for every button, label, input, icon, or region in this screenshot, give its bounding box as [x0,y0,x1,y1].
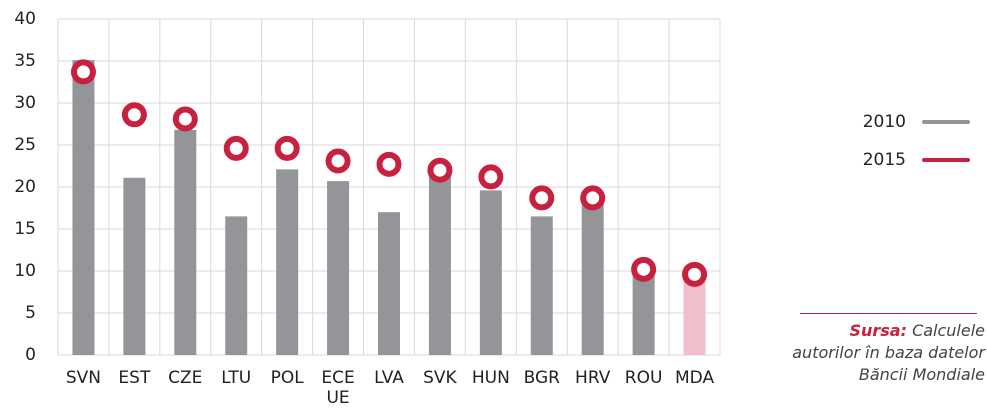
x-tick-label: ECE UE [321,368,355,408]
source-note: Sursa: Calculele autorilor în baza datel… [790,320,985,386]
x-tick-label: LTU [221,368,252,388]
legend-label: 2010 [863,112,906,132]
y-tick-label: 15 [14,219,36,239]
x-tick-label: BGR [523,368,560,388]
point [580,185,606,211]
y-tick-label: 30 [14,93,36,113]
y-tick-label: 35 [14,51,36,71]
bar [581,202,604,355]
y-tick-label: 25 [14,135,36,155]
x-tick-label: POL [270,368,304,388]
point [172,106,198,132]
point [274,135,300,161]
bar [683,276,706,355]
y-tick-label: 0 [25,345,36,365]
point [121,102,147,128]
bar [276,169,299,355]
bar [174,129,197,355]
x-tick-label: EST [118,368,151,388]
x-tick-label: MDA [674,368,715,388]
y-tick-label: 40 [14,9,36,29]
bar [632,270,655,355]
source-rule [800,313,977,314]
bar [378,212,400,355]
point [376,151,402,177]
y-tick-label: 10 [14,261,36,281]
point [325,148,351,174]
x-tick-label: LVA [374,368,404,388]
x-tick-label: CZE [168,368,203,388]
y-tick-label: 5 [25,303,36,323]
y-tick-label: 20 [14,177,36,197]
point [427,157,453,183]
bar [225,216,248,355]
x-tick-label: ROU [624,368,663,388]
bar [479,190,502,355]
point [223,135,249,161]
bar [530,216,553,355]
bar [123,177,146,355]
x-tick-label: SVK [423,368,457,388]
x-tick-label: HRV [575,368,611,388]
bar [72,60,95,355]
source-text: Calculele autorilor în baza datelor Bănc… [792,321,985,384]
point [529,185,555,211]
x-tick-label: HUN [471,368,510,388]
point [70,59,96,85]
bar [428,174,451,355]
bar [327,181,350,355]
point [478,164,504,190]
point [682,261,708,287]
x-tick-label: SVN [65,368,102,388]
source-label: Sursa: [849,321,907,340]
point [631,256,657,282]
legend-label: 2015 [863,150,906,170]
